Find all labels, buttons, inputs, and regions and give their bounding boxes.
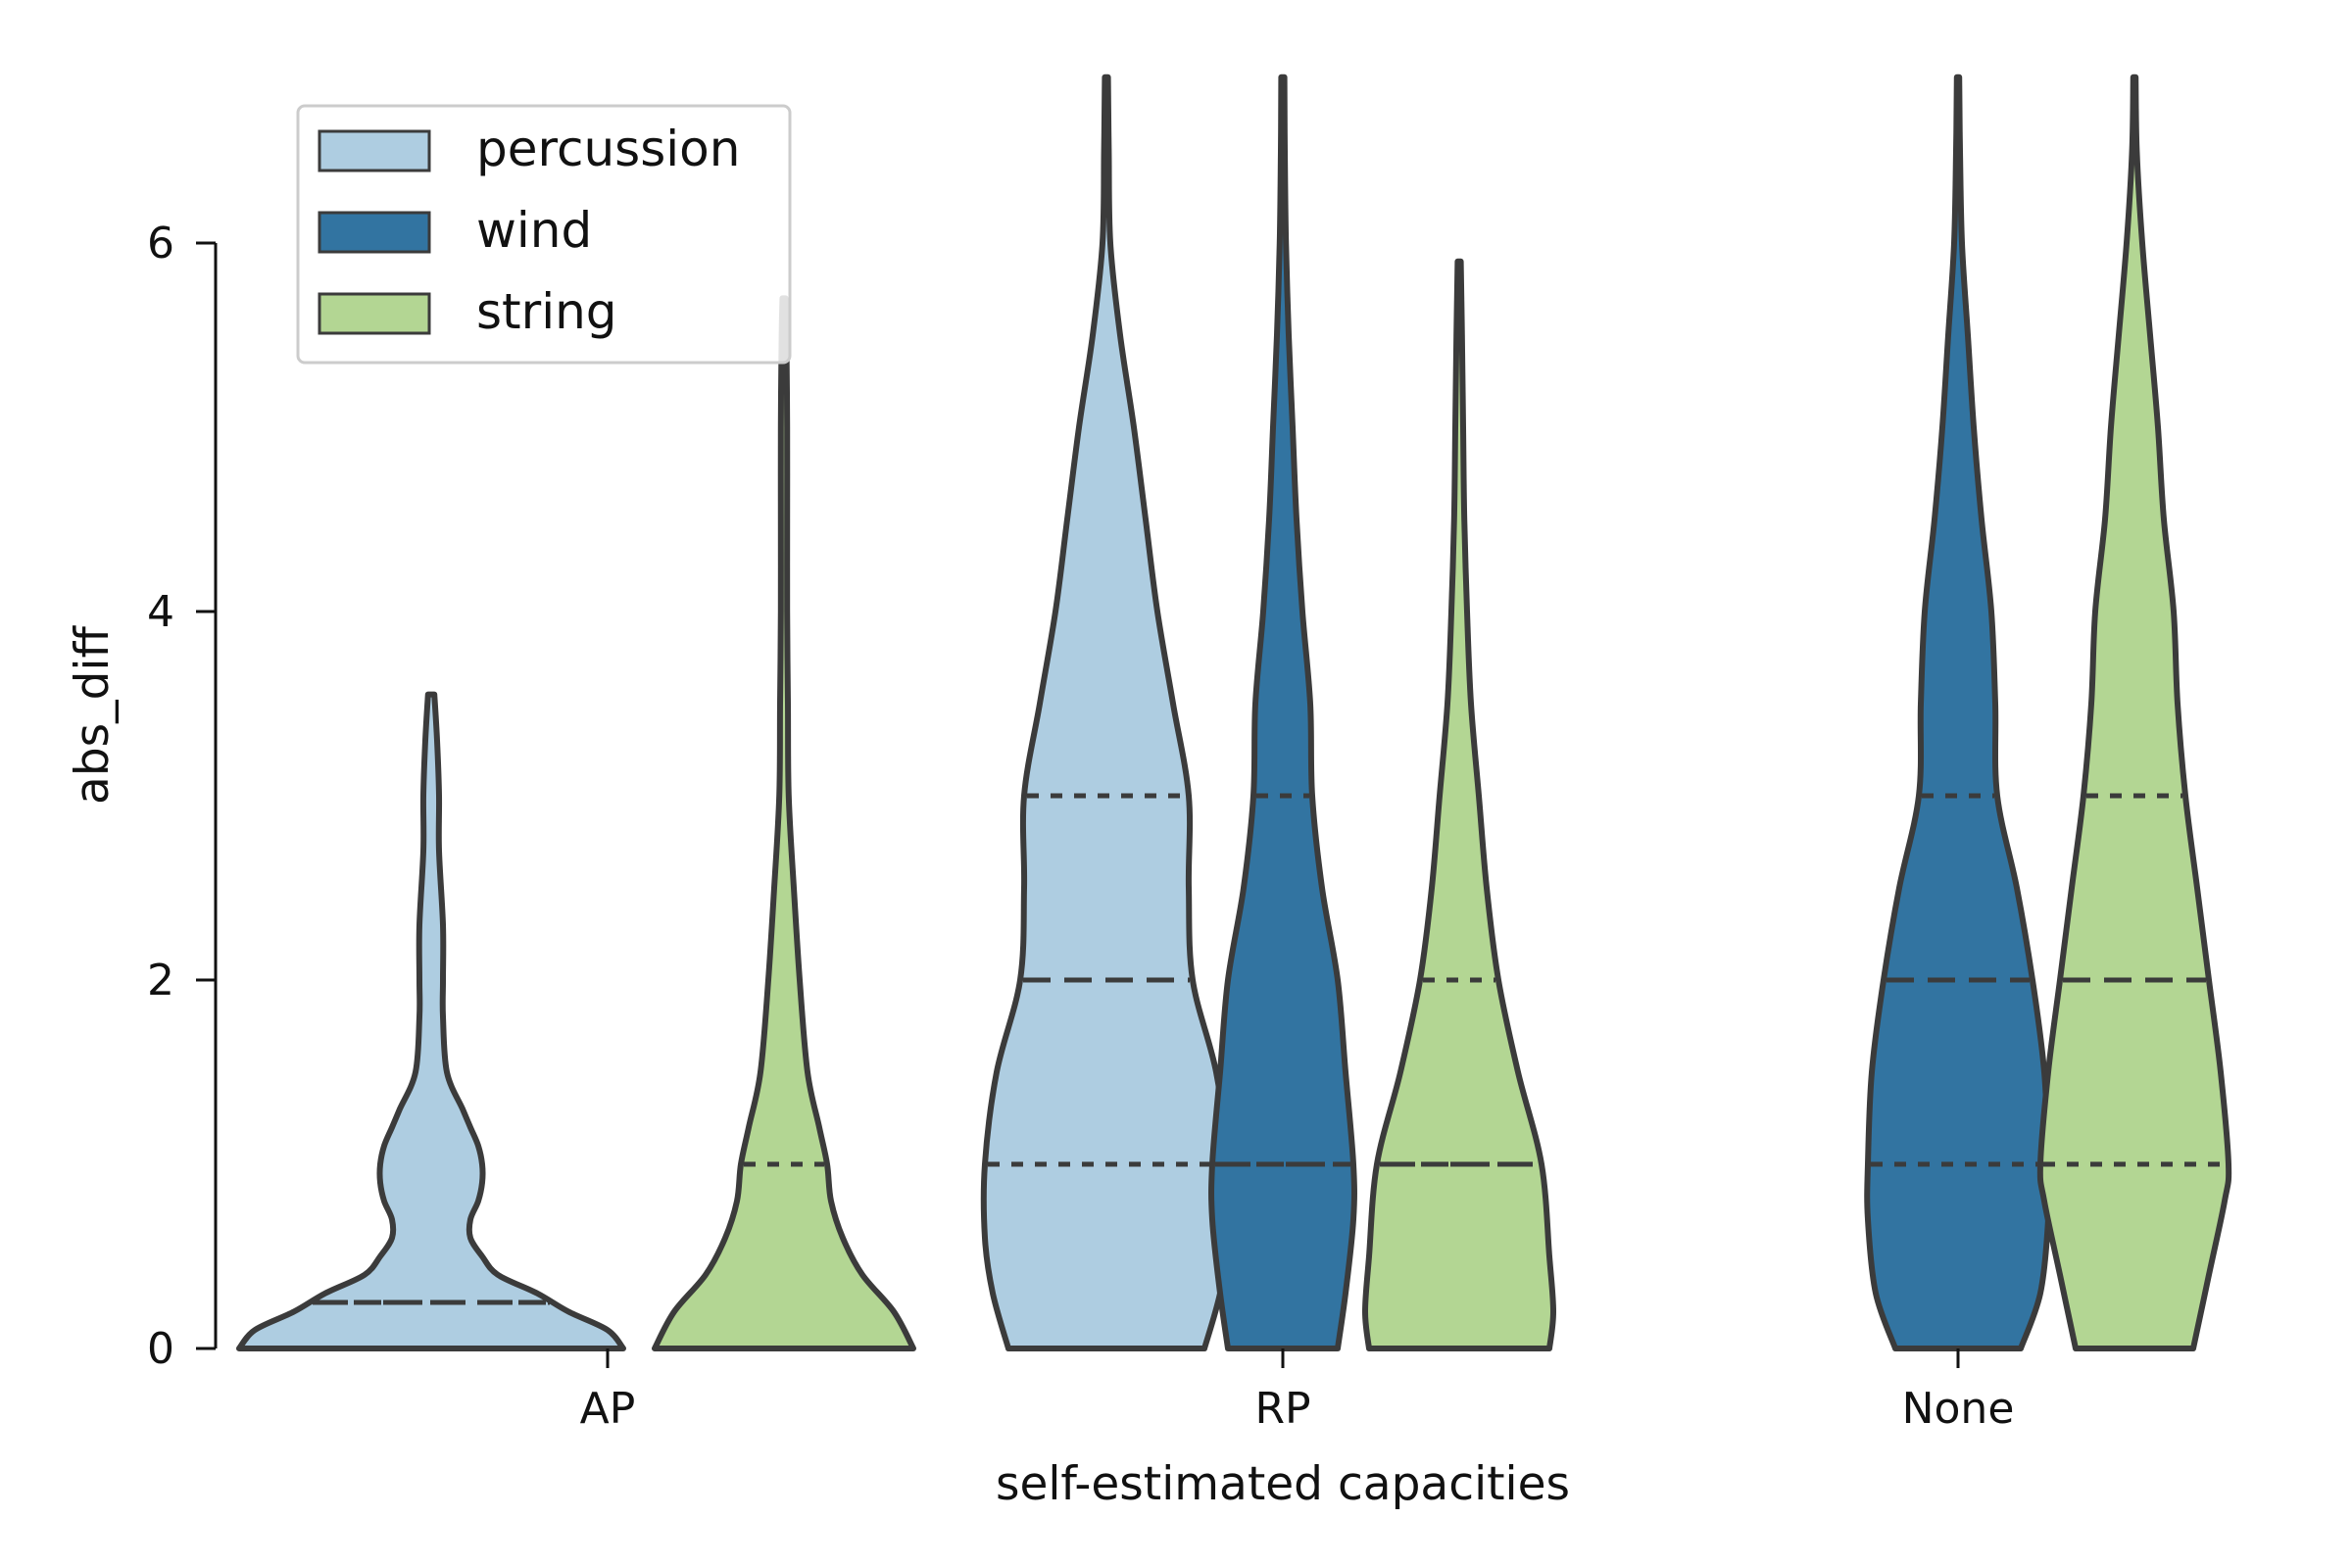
x-tick-label-AP: AP [580,1384,636,1434]
legend-swatch-percussion [318,129,431,172]
violin-percussion-RP [980,74,1233,1351]
violin-string-AP [652,295,916,1351]
legend: percussion wind string [296,104,792,365]
y-tick-label-2: 4 [147,587,174,637]
legend-label-string: string [476,283,617,340]
violin-wind-RP [1208,74,1357,1351]
x-axis-label: self-estimated capacities [996,1457,1570,1511]
violin-percussion-AP [236,691,626,1351]
violin-string-None [2036,74,2232,1351]
axes: abs_diff self-estimated capacities 0 2 4 6 A… [66,219,2014,1511]
y-tick-label-3: 6 [147,219,174,269]
y-tick-label-0: 0 [147,1324,174,1374]
legend-label-wind: wind [476,202,592,259]
x-tick-label-RP: RP [1254,1384,1310,1434]
legend-swatch-string [318,292,431,335]
violin-wind-None [1864,74,2052,1351]
y-tick-label-1: 2 [147,956,174,1005]
x-tick-label-None: None [1902,1384,2015,1434]
legend-swatch-wind [318,211,431,254]
legend-label-percussion: percussion [476,121,740,177]
violin-string-RP [1362,258,1556,1351]
y-axis-label: abs_diff [66,624,120,805]
